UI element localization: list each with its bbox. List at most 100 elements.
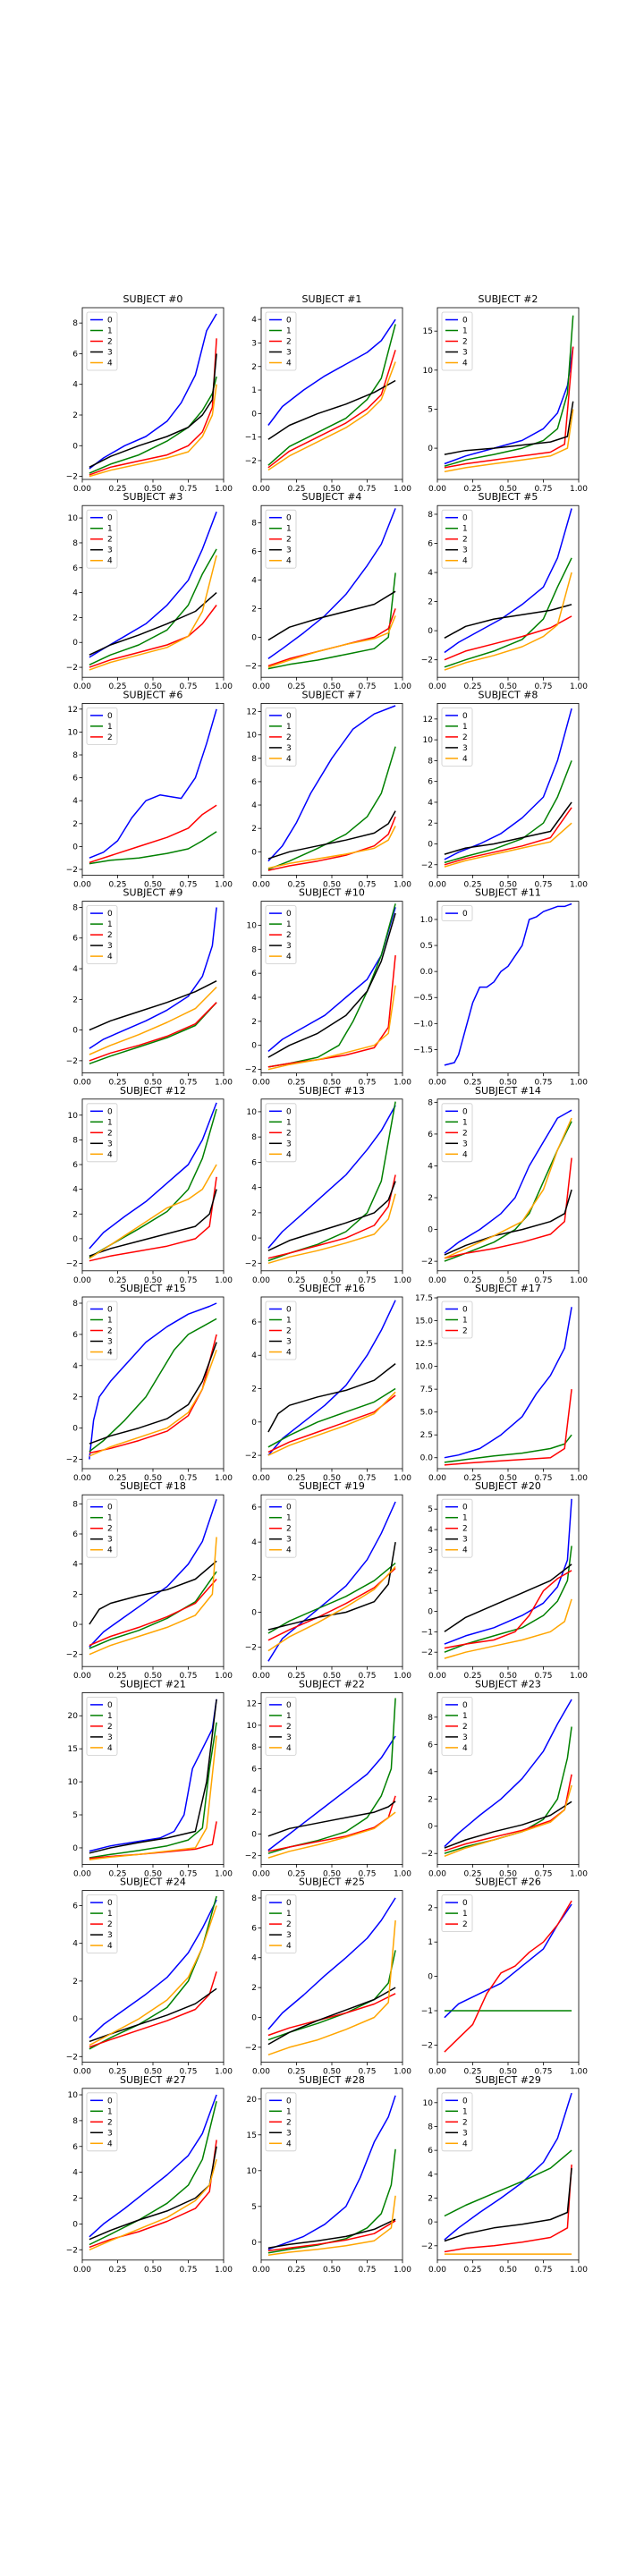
x-tick-label: 1.00	[394, 1079, 411, 1088]
series-line-3	[89, 353, 217, 468]
subplot-21: SUBJECT #210.00 0.25 0.50 0.75 1.00051015200…	[68, 1678, 233, 1878]
x-tick-label: 0.50	[144, 682, 162, 691]
subplot-title: SUBJECT #19	[299, 1480, 365, 1492]
y-tick-label: 8	[251, 1133, 257, 1142]
x-tick-label: 0.25	[287, 485, 305, 494]
series-group	[444, 315, 574, 473]
y-tick-label: 8	[428, 1098, 433, 1107]
x-tick-label: 0.25	[108, 485, 126, 494]
y-tick-label: 8	[72, 1500, 78, 1509]
series-line-3	[89, 1699, 217, 1854]
x-tick-label: 0.00	[73, 2266, 91, 2275]
x-tick-label: 0.75	[534, 485, 552, 494]
y-tick-label: −2	[66, 1260, 78, 1269]
legend-label: 2	[107, 1129, 113, 1138]
legend-label: 0	[286, 1899, 292, 1908]
legend-label: 1	[286, 1514, 292, 1523]
y-tick-label: −2	[66, 1456, 78, 1465]
series-line-2	[444, 615, 572, 661]
y-tick-label: 4	[428, 1768, 433, 1777]
legend-label: 2	[107, 1525, 113, 1534]
x-tick-label: 0.00	[73, 1672, 91, 1681]
series-line-0	[444, 1109, 572, 1254]
subplot-title: SUBJECT #6	[123, 689, 183, 700]
legend-label: 0	[462, 1107, 468, 1116]
series-line-1	[444, 2149, 572, 2217]
legend-label: 4	[286, 1150, 292, 1159]
y-tick-label: 2	[428, 1567, 433, 1576]
series-line-4	[267, 1565, 396, 1652]
y-tick-label: 10	[68, 728, 79, 737]
x-tick-label: 0.75	[534, 1869, 552, 1878]
x-tick-label: 0.50	[144, 880, 162, 889]
y-tick-label: 8	[72, 1136, 78, 1145]
x-tick-label: 0.25	[108, 682, 126, 691]
legend-label: 3	[286, 349, 292, 358]
y-tick-label: 15	[423, 327, 433, 336]
subplot-title: SUBJECT #2	[479, 293, 538, 305]
x-tick-label: 0.75	[534, 1474, 552, 1483]
y-tick-label: 12	[247, 708, 257, 717]
y-tick-label: 2	[251, 1385, 257, 1394]
x-tick-label: 0.00	[252, 1672, 270, 1681]
x-tick-label: 0.75	[358, 485, 376, 494]
y-tick-label: −2	[245, 1259, 257, 1268]
subplot-16: SUBJECT #160.00 0.25 0.50 0.75 1.00−20246012…	[245, 1283, 412, 1483]
subplot-title: SUBJECT #10	[299, 887, 365, 899]
y-tick-label: −2	[66, 1057, 78, 1066]
series-line-3	[267, 1987, 396, 2046]
y-tick-label: 4	[72, 2169, 78, 2178]
legend-label: 2	[107, 1723, 113, 1732]
y-tick-label: −2	[421, 2041, 433, 2050]
subplot-title: SUBJECT #8	[479, 689, 538, 700]
y-tick-label: 7.5	[420, 1385, 433, 1394]
series-line-3	[444, 1189, 572, 1256]
series-group	[89, 1699, 217, 1860]
y-tick-label: 4	[251, 1352, 257, 1360]
y-tick-label: 4	[251, 994, 257, 1003]
y-tick-label: 10	[68, 2091, 79, 2100]
legend-label: 3	[286, 547, 292, 555]
y-tick-label: 8	[72, 751, 78, 760]
y-tick-label: 2	[428, 1194, 433, 1203]
x-tick-label: 1.00	[570, 1672, 588, 1681]
legend-label: 0	[107, 1306, 113, 1315]
y-tick-label: 2	[428, 2194, 433, 2203]
x-tick-label: 0.50	[144, 1672, 162, 1681]
y-tick-label: 2	[72, 411, 78, 420]
x-tick-label: 0.00	[252, 1276, 270, 1285]
legend-label: 4	[286, 755, 292, 764]
y-tick-label: 4	[428, 799, 433, 808]
series-line-0	[89, 907, 217, 1049]
subplot-27: SUBJECT #270.00 0.25 0.50 0.75 1.00−20246810…	[66, 2074, 233, 2275]
legend-label: 4	[107, 2140, 113, 2148]
legend-label: 0	[462, 712, 468, 721]
x-tick-label: 0.75	[179, 880, 197, 889]
series-group	[444, 1109, 572, 1262]
x-tick-label: 0.50	[323, 1672, 341, 1681]
series-line-1	[444, 1546, 572, 1653]
series-line-1	[444, 1726, 572, 1854]
subplot-title: SUBJECT #27	[120, 2074, 186, 2086]
legend-label: 2	[107, 1920, 113, 1929]
legend-label: 3	[462, 744, 468, 753]
legend-label: 1	[462, 327, 468, 336]
x-tick-label: 1.00	[570, 2266, 588, 2275]
y-tick-label: 20	[247, 2096, 258, 2105]
x-tick-label: 1.00	[394, 2068, 411, 2077]
x-tick-label: 0.75	[179, 1276, 197, 1285]
x-tick-label: 0.25	[463, 2068, 481, 2077]
x-tick-label: 0.50	[499, 1474, 517, 1483]
series-line-1	[89, 1571, 217, 1649]
legend-label: 3	[286, 1140, 292, 1148]
series-group	[89, 1302, 217, 1460]
subplot-title: SUBJECT #5	[479, 491, 538, 503]
subplot-17: SUBJECT #17 0.00 0.25 0.50 0.75 1.00 0.0 2.5 5.0…	[415, 1283, 588, 1483]
legend-label: 1	[286, 327, 292, 336]
subplot-14: SUBJECT #14 0.00 0.25 0.50 0.75 1.00 −2 0 2 4 6 8 0 1…	[421, 1085, 589, 1285]
